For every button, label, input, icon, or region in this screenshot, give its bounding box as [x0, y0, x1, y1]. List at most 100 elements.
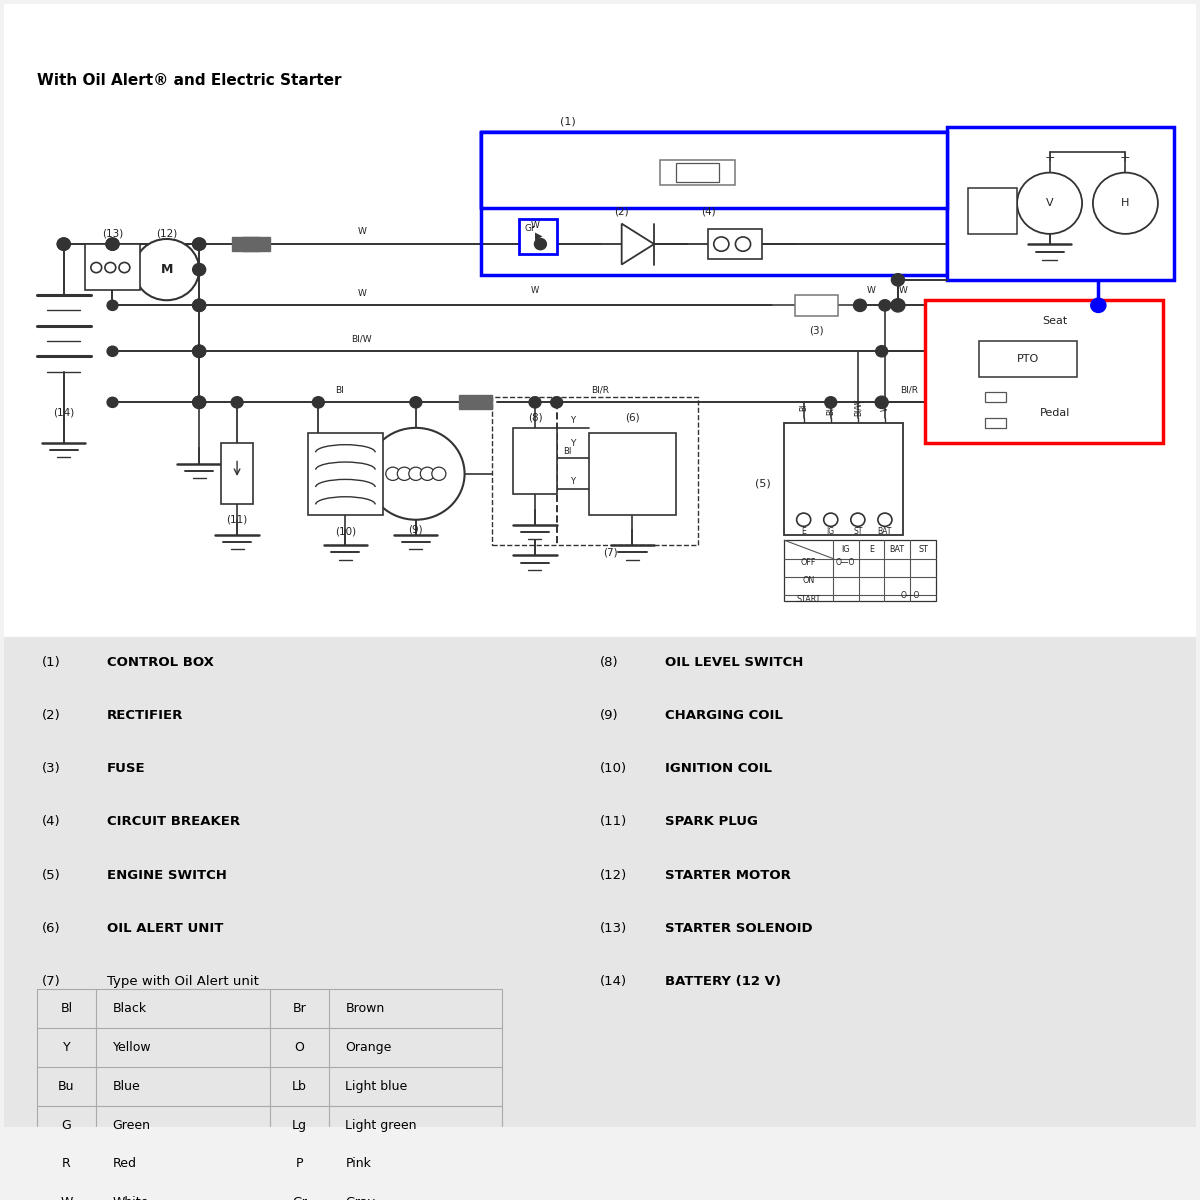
Bar — [492, 397, 697, 545]
Circle shape — [106, 238, 119, 251]
Text: (7): (7) — [42, 974, 61, 988]
Text: Red: Red — [113, 1158, 137, 1170]
Circle shape — [193, 346, 205, 358]
Text: CONTROL BOX: CONTROL BOX — [107, 656, 214, 670]
Circle shape — [193, 299, 205, 312]
Text: (10): (10) — [600, 762, 628, 775]
Text: PTO: PTO — [1016, 354, 1039, 365]
Text: (5): (5) — [755, 479, 770, 488]
Text: Y: Y — [570, 416, 576, 425]
Text: (9): (9) — [408, 524, 424, 535]
Text: R: R — [62, 1158, 71, 1170]
Circle shape — [91, 263, 102, 272]
Circle shape — [1018, 173, 1082, 234]
Bar — [708, 229, 762, 259]
Text: IG: IG — [827, 528, 835, 536]
Text: ON: ON — [803, 576, 815, 586]
Circle shape — [193, 396, 205, 408]
Text: (11): (11) — [600, 816, 628, 828]
Text: (10): (10) — [335, 527, 356, 536]
Circle shape — [193, 299, 205, 312]
Bar — [85, 244, 139, 290]
Text: IGNITION COIL: IGNITION COIL — [665, 762, 772, 775]
Text: STARTER SOLENOID: STARTER SOLENOID — [665, 922, 812, 935]
Text: (11): (11) — [227, 515, 247, 524]
Text: (9): (9) — [600, 709, 619, 722]
Circle shape — [890, 299, 905, 312]
Bar — [589, 433, 676, 515]
Bar — [460, 395, 492, 409]
Text: (8): (8) — [528, 413, 542, 422]
Text: (4): (4) — [42, 816, 61, 828]
Circle shape — [823, 514, 838, 527]
Text: FUSE: FUSE — [107, 762, 145, 775]
Text: G: G — [61, 1118, 71, 1132]
Text: Bu: Bu — [59, 1080, 74, 1093]
Text: (14): (14) — [53, 408, 74, 418]
Bar — [984, 418, 1007, 428]
Text: RECTIFIER: RECTIFIER — [107, 709, 184, 722]
Text: O—O: O—O — [900, 590, 919, 600]
Circle shape — [232, 397, 244, 408]
Bar — [794, 295, 839, 316]
Text: E: E — [802, 528, 806, 536]
Text: OIL LEVEL SWITCH: OIL LEVEL SWITCH — [665, 656, 803, 670]
Text: BI/R: BI/R — [900, 385, 918, 395]
Circle shape — [397, 467, 412, 480]
Text: W: W — [530, 221, 540, 230]
Text: O: O — [294, 1042, 305, 1054]
Bar — [481, 132, 947, 209]
Text: W: W — [899, 286, 907, 294]
Text: O—O: O—O — [836, 558, 856, 568]
Text: Light green: Light green — [346, 1118, 416, 1132]
Text: STARTER MOTOR: STARTER MOTOR — [665, 869, 791, 882]
Text: P: P — [295, 1158, 304, 1170]
Circle shape — [104, 263, 115, 272]
Text: (4): (4) — [701, 206, 715, 216]
Circle shape — [714, 236, 728, 251]
Circle shape — [534, 239, 546, 250]
Circle shape — [58, 238, 71, 251]
Text: ENGINE SWITCH: ENGINE SWITCH — [107, 869, 227, 882]
Text: BAT: BAT — [889, 545, 905, 554]
Bar — [676, 163, 719, 182]
Text: SPARK PLUG: SPARK PLUG — [665, 816, 758, 828]
Circle shape — [736, 236, 750, 251]
Text: Yellow: Yellow — [113, 1042, 151, 1054]
Text: +: + — [1120, 151, 1130, 164]
Text: IG: IG — [841, 545, 850, 554]
Text: OIL ALERT UNIT: OIL ALERT UNIT — [107, 922, 223, 935]
Circle shape — [853, 299, 866, 312]
Bar — [4, 637, 1196, 1127]
Circle shape — [878, 514, 892, 527]
Circle shape — [312, 397, 324, 408]
Text: ST: ST — [853, 528, 863, 536]
Bar — [925, 300, 1163, 443]
Text: OFF: OFF — [800, 558, 816, 568]
Circle shape — [420, 467, 434, 480]
Text: BAT: BAT — [877, 528, 892, 536]
Circle shape — [875, 396, 888, 408]
Text: (8): (8) — [600, 656, 619, 670]
Text: BI: BI — [563, 446, 571, 456]
Text: (13): (13) — [600, 922, 628, 935]
Text: Green: Green — [113, 1118, 150, 1132]
Text: V: V — [1045, 198, 1054, 209]
Circle shape — [119, 263, 130, 272]
Text: Blue: Blue — [113, 1080, 140, 1093]
Circle shape — [193, 238, 205, 251]
Text: Bl: Bl — [60, 1002, 72, 1015]
Text: (1): (1) — [559, 116, 575, 126]
Text: (2): (2) — [614, 206, 629, 216]
Circle shape — [367, 428, 464, 520]
Circle shape — [193, 238, 205, 251]
Bar — [232, 236, 259, 251]
Text: Seat: Seat — [1043, 316, 1068, 325]
Text: (3): (3) — [809, 326, 824, 336]
Circle shape — [824, 397, 836, 408]
Circle shape — [193, 346, 205, 358]
Text: W: W — [358, 288, 366, 298]
Text: BI: BI — [799, 403, 808, 412]
Text: Orange: Orange — [346, 1042, 391, 1054]
Circle shape — [134, 239, 199, 300]
